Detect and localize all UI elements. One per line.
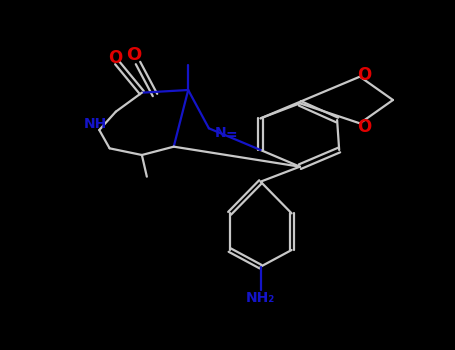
Text: NH: NH [84,117,107,131]
Text: =: = [225,128,237,142]
Text: O: O [126,46,142,64]
Text: NH₂: NH₂ [246,291,275,305]
Text: O: O [108,49,122,66]
Text: O: O [357,118,371,136]
Text: N: N [215,126,227,140]
Text: O: O [357,66,371,84]
